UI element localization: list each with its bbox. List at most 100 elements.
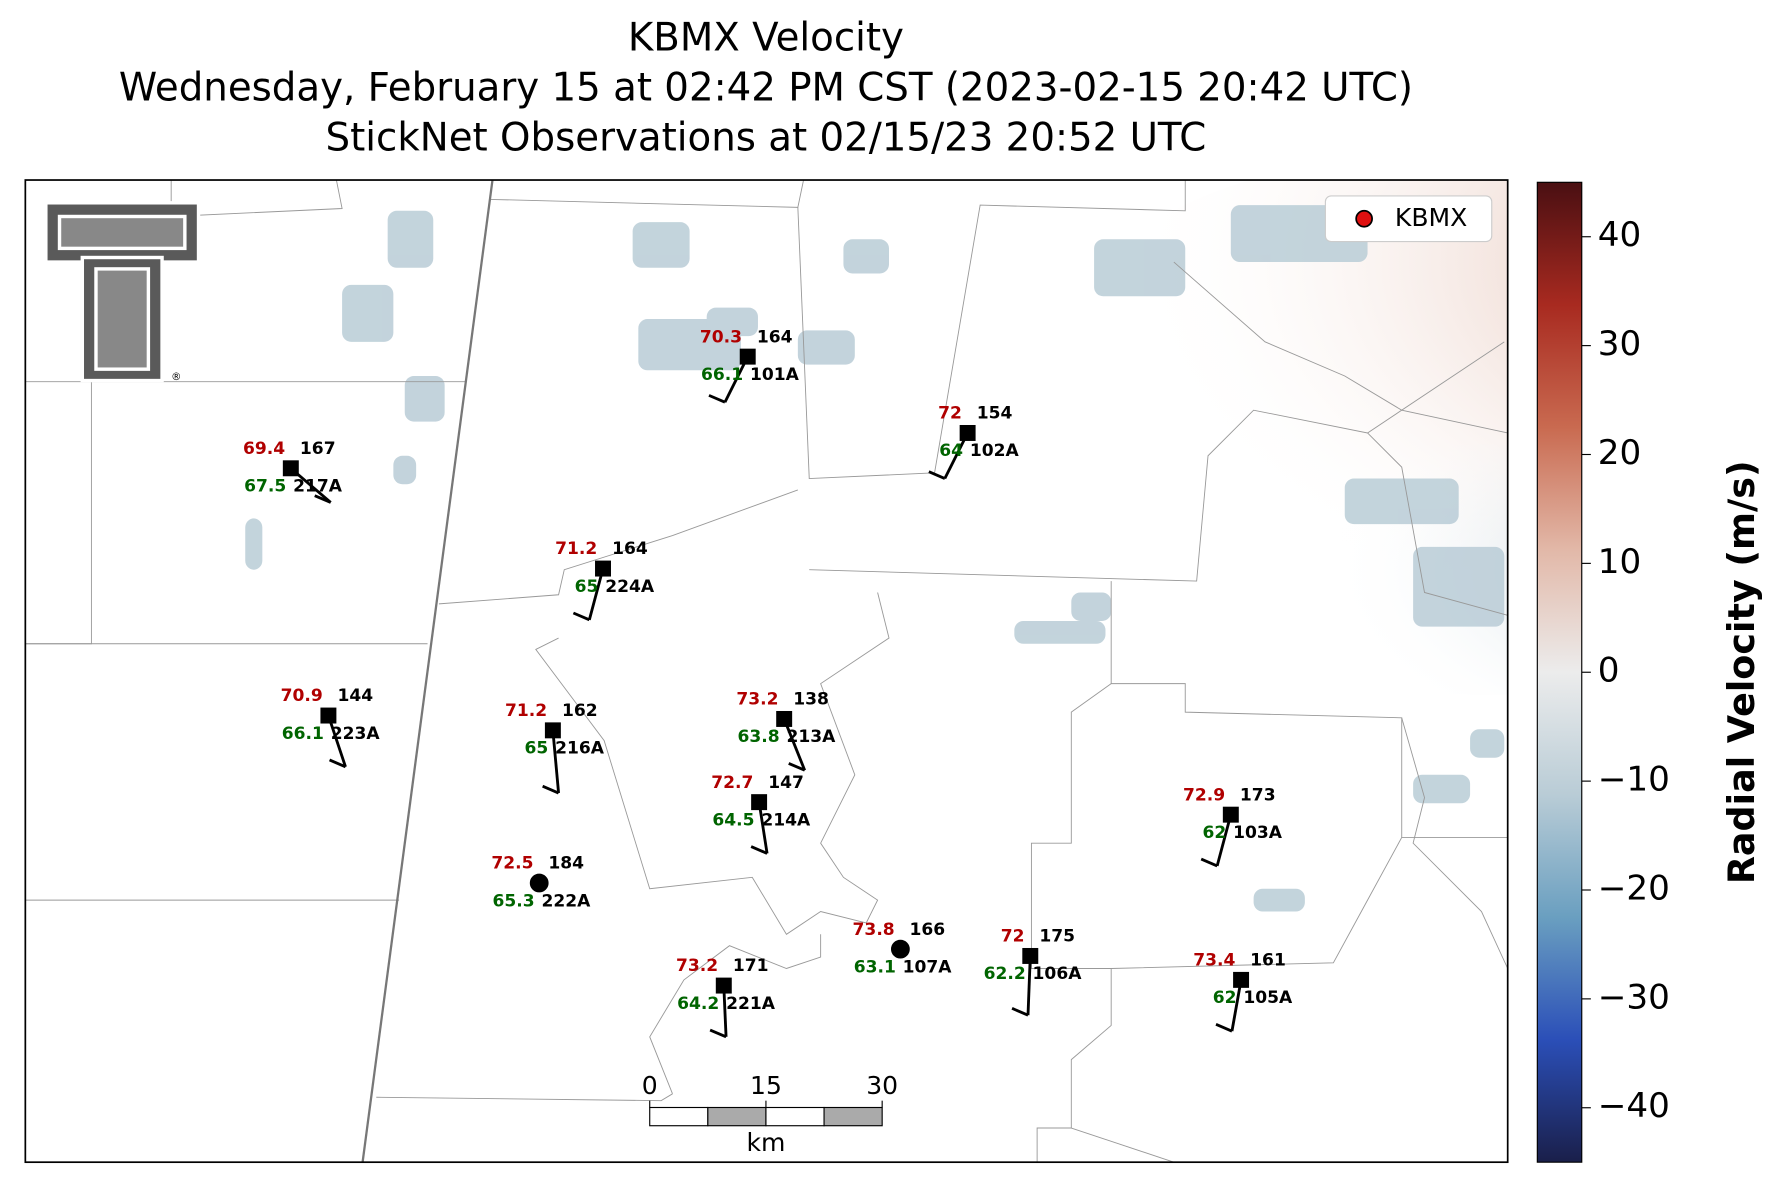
station-marker: [776, 710, 793, 727]
colorbar-tick-label: −30: [1598, 977, 1670, 1017]
colorbar-tick-label: −40: [1598, 1086, 1670, 1126]
station-marker: [1222, 806, 1239, 823]
colorbar-tick-label: 0: [1598, 651, 1620, 691]
pressure-value: 175: [1039, 927, 1075, 947]
temperature: 72.5: [491, 854, 533, 874]
wind-barb: [587, 568, 605, 621]
pressure-value: 171: [733, 956, 769, 976]
radar-echo: [1253, 888, 1305, 912]
station: 70.9 144 66.1 223A: [281, 686, 380, 769]
dewpoint: 66.1: [701, 365, 743, 385]
station-id: 213A: [786, 727, 836, 747]
station-id: 222A: [541, 891, 591, 911]
stations: 70.3 164 66.1 101A 72 154 64 102A 69.4 167 67.5 217…: [243, 327, 1293, 1039]
wind-barb-flag: [542, 784, 560, 795]
colorbar-tick-label: −20: [1598, 868, 1670, 908]
radar-echo: [843, 239, 889, 274]
pressure-value: 164: [757, 327, 793, 347]
wind-barb-flag: [788, 762, 806, 772]
temperature: 72.9: [1183, 785, 1225, 805]
temperature: 70.3: [700, 327, 742, 347]
radar-echo: [404, 376, 445, 422]
dewpoint: 63.8: [737, 727, 779, 747]
pressure-value: 144: [338, 686, 374, 706]
svg-text:®: ®: [171, 371, 181, 383]
colorbar-tick-label: 10: [1598, 542, 1641, 582]
station-id: 221A: [726, 994, 776, 1014]
pressure-value: 138: [793, 690, 829, 710]
radar-echo: [706, 307, 758, 337]
station-marker: [739, 348, 756, 365]
station-marker: [528, 871, 551, 895]
pressure-value: 154: [977, 404, 1013, 424]
station-id: 224A: [605, 577, 655, 597]
temperature: 69.4: [243, 439, 285, 459]
station: 72.7 147 64.5 214A: [711, 773, 811, 855]
station-id: 217A: [293, 477, 343, 497]
logo: ®: [44, 201, 201, 383]
legend-marker: [1355, 209, 1373, 228]
temperature: 73.2: [676, 956, 718, 976]
dewpoint: 63.1: [854, 957, 896, 977]
station-id: 106A: [1033, 964, 1083, 984]
temperature: 71.2: [505, 701, 547, 721]
radar-echo: [632, 222, 690, 268]
legend-label: KBMX: [1395, 203, 1467, 232]
temperature: 73.2: [736, 690, 778, 710]
station: 72.9 173 62 103A: [1183, 785, 1283, 868]
station-marker: [282, 460, 299, 477]
wind-barb: [757, 801, 769, 854]
radar-echo: [1094, 239, 1186, 297]
wind-barb: [551, 730, 560, 794]
temperature: 72.7: [711, 773, 753, 793]
wind-barb: [327, 715, 347, 768]
radar-echo: [1470, 729, 1505, 758]
station: 70.3 164 66.1 101A: [700, 327, 800, 404]
dewpoint: 62: [1202, 823, 1226, 843]
station-marker: [959, 424, 976, 441]
station-marker: [751, 794, 768, 811]
station-id: 105A: [1243, 988, 1293, 1008]
radar-echo: [1014, 620, 1106, 644]
radar-echo: [393, 455, 417, 485]
dewpoint: 62: [1213, 988, 1237, 1008]
station-id: 102A: [970, 441, 1020, 461]
title-line: Wednesday, February 15 at 02:42 PM CST (…: [119, 66, 1413, 111]
dewpoint: 64.5: [712, 810, 754, 830]
pressure-value: 162: [562, 701, 598, 721]
title-line: StickNet Observations at 02/15/23 20:52 …: [326, 116, 1207, 161]
station-marker: [889, 938, 912, 961]
dewpoint: 66.1: [282, 724, 324, 744]
title-line: KBMX Velocity: [628, 15, 904, 60]
station-marker: [320, 707, 337, 724]
station: 73.2 171 64.2 221A: [676, 956, 776, 1039]
wind-barb: [1215, 814, 1233, 867]
station: 73.2 138 63.8 213A: [736, 690, 836, 772]
station-id: 101A: [750, 365, 800, 385]
station-marker: [715, 977, 732, 994]
radar-echo: [1413, 774, 1471, 804]
radar-echo: [1413, 546, 1505, 627]
radar-echo: [387, 210, 434, 268]
dewpoint: 65: [525, 739, 549, 759]
colorbar-tick-label: −10: [1598, 760, 1670, 800]
temperature: 73.8: [853, 920, 895, 940]
colorbar: 40 30 20 10 0 −10 −20 −30 −40 Radial Velocity (m…: [1536, 181, 1763, 1163]
radar-echoes: [245, 205, 1505, 912]
pressure-value: 167: [300, 439, 336, 459]
station: 69.4 167 67.5 217A: [243, 439, 343, 504]
station: 72 175 62.2 106A: [984, 927, 1083, 1017]
wind-barb-flag: [572, 611, 590, 622]
scale-tick-label: 30: [866, 1071, 898, 1100]
station-id: 103A: [1233, 823, 1283, 843]
legend: KBMX: [1324, 195, 1493, 243]
radar-echo: [342, 284, 394, 342]
colorbar-tick-label: 20: [1598, 433, 1641, 473]
pressure-value: 173: [1240, 785, 1276, 805]
dewpoint: 64.2: [677, 994, 719, 1014]
wind-barb-flag: [709, 1028, 727, 1039]
map-area: 70.3 164 66.1 101A 72 154 64 102A 69.4 167 67.5 217…: [25, 180, 1508, 1163]
wind-barb-flag: [708, 394, 726, 404]
wind-barb-flag: [1011, 1007, 1029, 1017]
